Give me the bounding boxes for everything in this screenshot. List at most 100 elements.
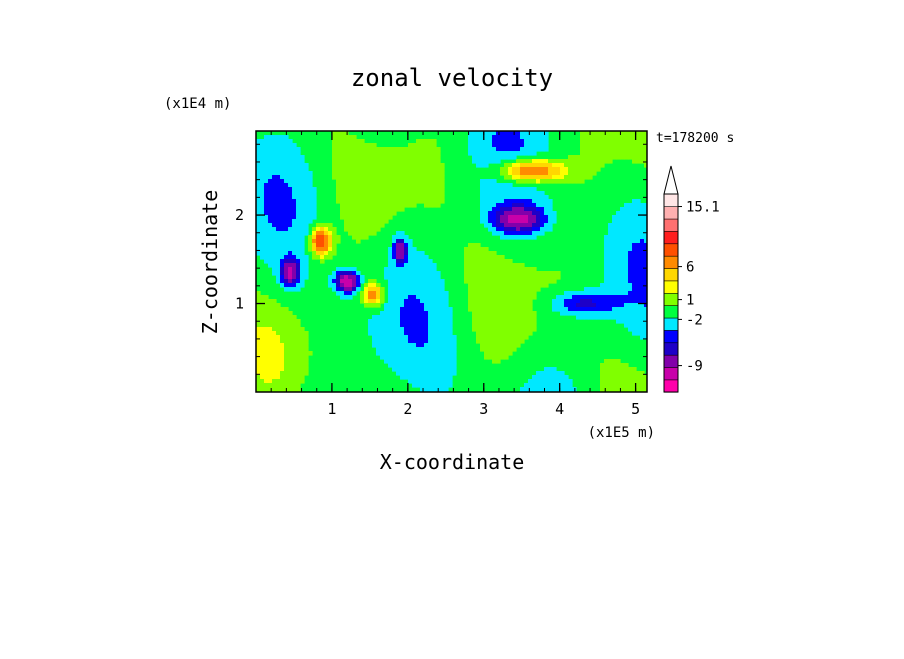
field-cell bbox=[504, 299, 509, 304]
field-cell bbox=[336, 159, 341, 164]
field-cell bbox=[404, 315, 409, 320]
field-cell bbox=[344, 279, 349, 284]
field-cell bbox=[640, 211, 645, 216]
field-cell bbox=[484, 183, 489, 188]
field-cell bbox=[416, 359, 421, 364]
field-cell bbox=[380, 327, 385, 332]
field-cell bbox=[636, 319, 641, 324]
field-cell bbox=[616, 359, 621, 364]
field-cell bbox=[492, 139, 497, 144]
field-cell bbox=[408, 303, 413, 308]
field-cell bbox=[288, 203, 293, 208]
field-cell bbox=[628, 235, 633, 240]
field-cell bbox=[412, 311, 417, 316]
field-cell bbox=[404, 323, 409, 328]
field-cell bbox=[640, 235, 645, 240]
field-cell bbox=[592, 307, 597, 312]
field-cell bbox=[492, 131, 497, 136]
field-cell bbox=[432, 187, 437, 192]
colorbar-swatch bbox=[663, 255, 679, 269]
field-cell bbox=[624, 243, 629, 248]
field-cell bbox=[288, 363, 293, 368]
field-cell bbox=[508, 311, 513, 316]
field-cell bbox=[540, 227, 545, 232]
field-cell bbox=[380, 199, 385, 204]
field-cell bbox=[484, 307, 489, 312]
field-cell bbox=[600, 311, 605, 316]
field-cell bbox=[256, 371, 261, 376]
field-cell bbox=[380, 151, 385, 156]
field-cell bbox=[256, 203, 261, 208]
field-cell bbox=[468, 283, 473, 288]
field-cell bbox=[504, 315, 509, 320]
field-cell bbox=[560, 175, 565, 180]
field-cell bbox=[480, 335, 485, 340]
field-cell bbox=[604, 303, 609, 308]
field-cell bbox=[264, 135, 269, 140]
field-cell bbox=[600, 307, 605, 312]
field-cell bbox=[260, 387, 265, 392]
field-cell bbox=[444, 295, 449, 300]
field-cell bbox=[416, 191, 421, 196]
field-cell bbox=[632, 131, 637, 136]
field-cell bbox=[500, 183, 505, 188]
field-cell bbox=[624, 135, 629, 140]
field-cell bbox=[332, 151, 337, 156]
field-cell bbox=[256, 151, 261, 156]
field-cell bbox=[496, 331, 501, 336]
field-cell bbox=[636, 155, 641, 160]
field-cell bbox=[420, 279, 425, 284]
field-cell bbox=[436, 307, 441, 312]
field-cell bbox=[280, 183, 285, 188]
field-cell bbox=[576, 291, 581, 296]
field-cell bbox=[276, 195, 281, 200]
field-cell bbox=[588, 159, 593, 164]
field-cell bbox=[288, 275, 293, 280]
field-cell bbox=[640, 315, 645, 320]
field-cell bbox=[584, 151, 589, 156]
field-cell bbox=[268, 303, 273, 308]
field-cell bbox=[496, 159, 501, 164]
field-cell bbox=[280, 223, 285, 228]
field-cell bbox=[528, 167, 533, 172]
field-cell bbox=[580, 311, 585, 316]
field-cell bbox=[392, 175, 397, 180]
field-cell bbox=[284, 279, 289, 284]
field-cell bbox=[372, 179, 377, 184]
field-cell bbox=[336, 271, 341, 276]
field-cell bbox=[432, 359, 437, 364]
field-cell bbox=[412, 287, 417, 292]
field-cell bbox=[436, 163, 441, 168]
field-cell bbox=[628, 383, 633, 388]
field-cell bbox=[468, 243, 473, 248]
field-cell bbox=[348, 223, 353, 228]
field-cell bbox=[396, 311, 401, 316]
field-cell bbox=[304, 335, 309, 340]
field-cell bbox=[488, 223, 493, 228]
field-cell bbox=[284, 207, 289, 212]
field-cell bbox=[356, 183, 361, 188]
field-cell bbox=[296, 367, 301, 372]
field-cell bbox=[272, 219, 277, 224]
field-cell bbox=[312, 207, 317, 212]
field-cell bbox=[400, 283, 405, 288]
field-cell bbox=[280, 243, 285, 248]
field-cell bbox=[276, 319, 281, 324]
field-cell bbox=[376, 299, 381, 304]
field-cell bbox=[640, 263, 645, 268]
field-cell bbox=[272, 387, 277, 392]
field-cell bbox=[420, 151, 425, 156]
field-cell bbox=[448, 327, 453, 332]
field-cell bbox=[540, 139, 545, 144]
field-cell bbox=[332, 283, 337, 288]
field-cell bbox=[432, 335, 437, 340]
field-cell bbox=[488, 343, 493, 348]
field-cell bbox=[396, 187, 401, 192]
field-cell bbox=[628, 215, 633, 220]
field-cell bbox=[424, 155, 429, 160]
field-cell bbox=[500, 351, 505, 356]
field-cell bbox=[536, 135, 541, 140]
field-cell bbox=[440, 331, 445, 336]
field-cell bbox=[424, 271, 429, 276]
field-cell bbox=[396, 295, 401, 300]
